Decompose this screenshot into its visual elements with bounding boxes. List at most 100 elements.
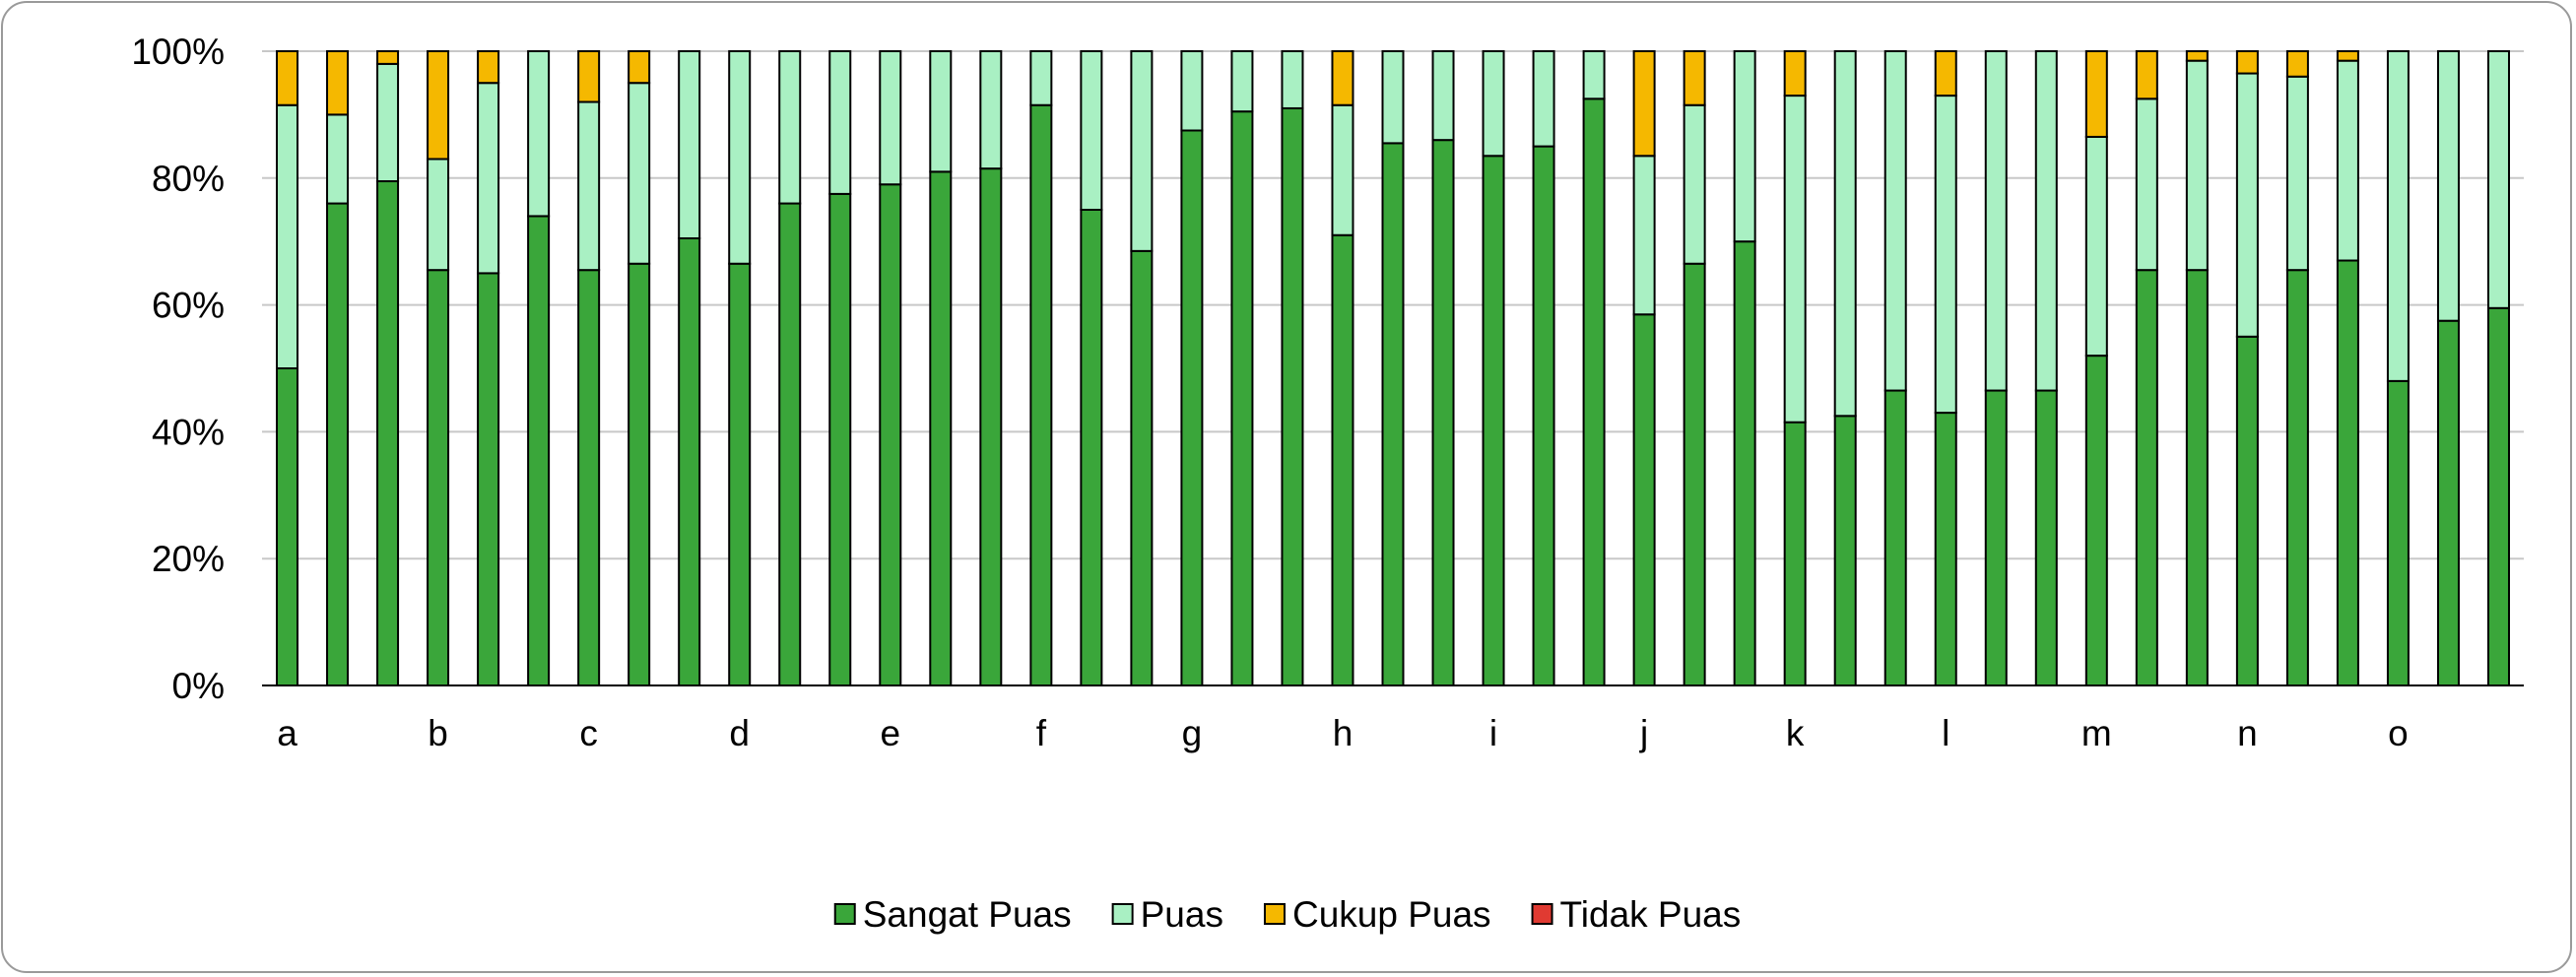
bar-segment-1 — [2486, 306, 2510, 686]
bar-segment-2 — [1532, 50, 1555, 148]
bar-segment-1 — [2084, 355, 2108, 686]
bar-segment-1 — [1281, 106, 1304, 686]
bar-segment-1 — [1532, 145, 1555, 687]
x-category-label: a — [277, 713, 297, 753]
bar-segment-1 — [1482, 155, 1505, 686]
bar-segment-3 — [627, 50, 651, 85]
bar-segment-1 — [376, 180, 400, 687]
bar-segment-2 — [929, 50, 953, 173]
bar-segment-1 — [2185, 269, 2209, 686]
bar-segment-1 — [828, 192, 852, 686]
bar-segment-2 — [276, 103, 299, 370]
bar-segment-2 — [1180, 50, 1204, 132]
bar-segment-2 — [1230, 50, 1254, 113]
bar-segment-2 — [577, 100, 601, 272]
bar-segment-3 — [577, 50, 601, 103]
bar-segment-2 — [1482, 50, 1505, 158]
bar-segment-1 — [929, 170, 953, 687]
bar-segment-1 — [2235, 335, 2259, 686]
x-category-label: b — [428, 713, 448, 753]
bar-segment-3 — [2185, 50, 2209, 62]
bar-segment-3 — [1783, 50, 1807, 98]
bar-segment-2 — [828, 50, 852, 195]
x-category-label: f — [1036, 713, 1047, 753]
bar-segment-2 — [1632, 155, 1656, 316]
bar-segment-1 — [1883, 389, 1907, 686]
bar-segment-1 — [1130, 249, 1154, 687]
bar-segment-1 — [1833, 415, 1857, 686]
bar-segment-2 — [1381, 50, 1405, 145]
bar-segment-3 — [1632, 50, 1656, 158]
bar-segment-1 — [1934, 412, 1957, 686]
bar-segment-2 — [1783, 95, 1807, 423]
bar-segment-1 — [276, 367, 299, 686]
bar-segment-2 — [1984, 50, 2008, 392]
bar-segment-3 — [1934, 50, 1957, 98]
bar-segment-1 — [2386, 379, 2410, 686]
x-category-label: e — [880, 713, 900, 753]
bar-segment-2 — [427, 158, 450, 272]
bar-segment-2 — [376, 62, 400, 183]
bar-segment-2 — [879, 50, 902, 186]
bar-segment-1 — [2034, 389, 2058, 686]
bar-segment-1 — [627, 262, 651, 686]
bar-segment-2 — [1331, 103, 1354, 236]
bar-segment-2 — [2486, 50, 2510, 309]
bar-segment-1 — [1331, 233, 1354, 686]
bar-segment-3 — [2336, 50, 2359, 62]
bar-segment-3 — [2084, 50, 2108, 138]
bar-segment-2 — [477, 82, 500, 275]
x-category-label: m — [2081, 713, 2112, 753]
bar-segment-3 — [276, 50, 299, 106]
legend: Sangat Puas Puas Cukup Puas Tidak Puas — [833, 894, 1742, 935]
bar-segment-1 — [326, 202, 350, 686]
bar-segment-1 — [1431, 139, 1455, 687]
y-tick-label: 60% — [152, 286, 225, 326]
bar-segment-2 — [2135, 98, 2158, 272]
bar-segment-1 — [2436, 319, 2460, 686]
bar-segment-2 — [678, 50, 701, 239]
bar-segment-1 — [1733, 240, 1756, 686]
bar-segment-2 — [1029, 50, 1053, 106]
y-tick-labels: 0% 20% 40% 60% 80% 100% — [131, 32, 225, 706]
x-category-label: n — [2237, 713, 2258, 753]
bar-segment-2 — [1883, 50, 1907, 392]
legend-swatch — [1263, 903, 1286, 925]
bar-segment-2 — [778, 50, 802, 205]
bar-segment-2 — [2084, 135, 2108, 358]
bar-segment-3 — [376, 50, 400, 65]
legend-swatch — [1111, 903, 1134, 925]
bar-segment-2 — [1130, 50, 1154, 252]
bar-segment-2 — [1080, 50, 1103, 211]
x-category-label: k — [1786, 713, 1805, 753]
bar-segment-3 — [1683, 50, 1706, 106]
bar-segment-2 — [627, 82, 651, 265]
y-tick-label: 100% — [131, 32, 225, 72]
bar-segment-2 — [2285, 75, 2309, 272]
x-category-label: i — [1489, 713, 1497, 753]
x-category-label: g — [1182, 713, 1203, 753]
bar-segment-1 — [427, 269, 450, 686]
bar-segment-2 — [2185, 59, 2209, 272]
x-category-label: c — [579, 713, 598, 753]
bar-segment-1 — [577, 269, 601, 686]
bar-segment-2 — [1934, 95, 1957, 415]
bar-segment-1 — [879, 183, 902, 687]
bar-segment-1 — [1582, 98, 1606, 687]
bars — [276, 50, 2510, 687]
bar-segment-1 — [1783, 421, 1807, 686]
x-category-label: h — [1333, 713, 1354, 753]
legend-label: Puas — [1141, 894, 1223, 935]
bar-segment-2 — [1431, 50, 1455, 142]
bar-segment-2 — [1833, 50, 1857, 418]
x-category-label: j — [1639, 713, 1648, 753]
bar-segment-1 — [1230, 110, 1254, 687]
bar-segment-2 — [2386, 50, 2410, 382]
x-category-label: d — [729, 713, 750, 753]
bar-segment-1 — [678, 236, 701, 686]
bar-segment-2 — [2436, 50, 2460, 322]
bar-segment-2 — [2034, 50, 2058, 392]
legend-label: Tidak Puas — [1560, 894, 1742, 935]
y-tick-label: 0% — [172, 666, 225, 706]
